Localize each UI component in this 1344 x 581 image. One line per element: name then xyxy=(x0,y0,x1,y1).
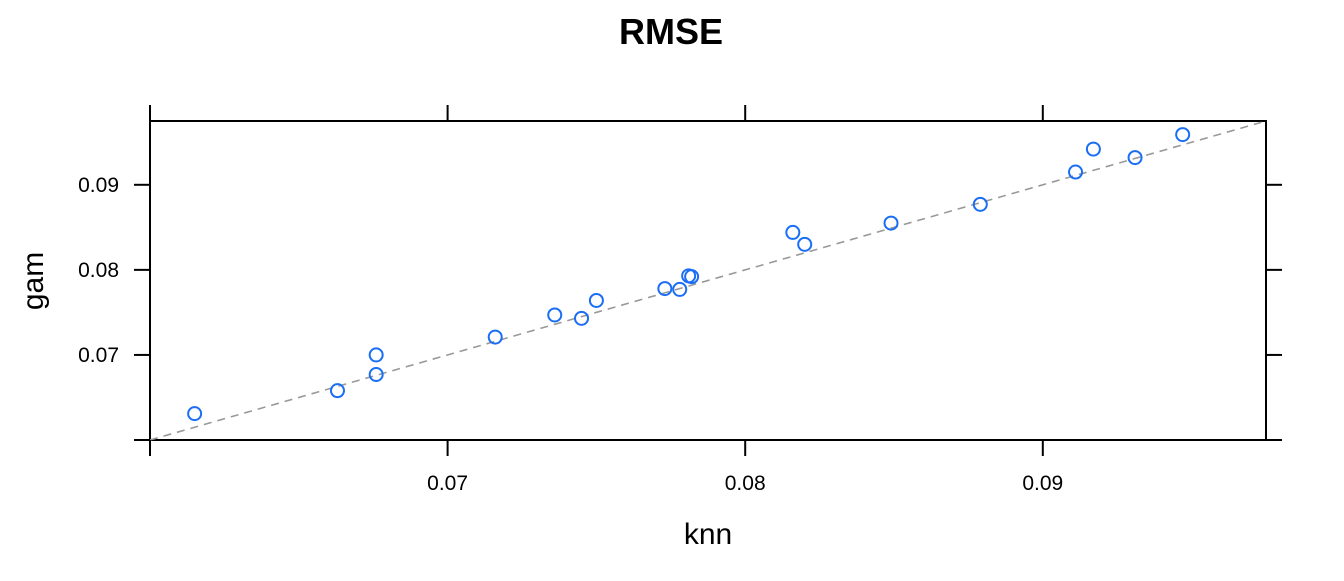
x-tick-label: 0.08 xyxy=(725,472,766,495)
data-point xyxy=(368,366,384,382)
data-point xyxy=(368,347,384,363)
chart-title: RMSE xyxy=(619,11,723,52)
data-points xyxy=(187,127,1191,422)
x-tick-label: 0.07 xyxy=(427,472,468,495)
data-point xyxy=(1085,141,1101,157)
data-point xyxy=(187,406,203,422)
data-point xyxy=(785,224,801,240)
plot-panel-border xyxy=(149,120,1267,441)
y-tick-label: 0.07 xyxy=(78,344,119,367)
x-tick-label: 0.09 xyxy=(1022,472,1063,495)
data-point xyxy=(1175,127,1191,143)
data-point xyxy=(1127,150,1143,166)
data-point xyxy=(1068,164,1084,180)
data-point xyxy=(684,269,700,285)
data-point xyxy=(574,310,590,326)
data-point xyxy=(797,236,813,252)
data-point xyxy=(329,383,345,399)
data-point xyxy=(657,281,673,297)
data-point xyxy=(672,281,688,297)
axes: 0.07 0.08 0.09 0.07 0.08 0.09 xyxy=(78,105,1282,495)
x-axis-label: knn xyxy=(684,518,732,551)
data-point xyxy=(487,329,503,345)
y-axis-label: gam xyxy=(17,252,50,310)
y-tick-label: 0.08 xyxy=(78,259,119,282)
data-point xyxy=(883,215,899,231)
data-point xyxy=(547,307,563,323)
identity-reference-line xyxy=(149,120,1267,441)
data-point xyxy=(972,196,988,212)
y-tick-label: 0.09 xyxy=(78,174,119,197)
data-point xyxy=(588,292,604,308)
